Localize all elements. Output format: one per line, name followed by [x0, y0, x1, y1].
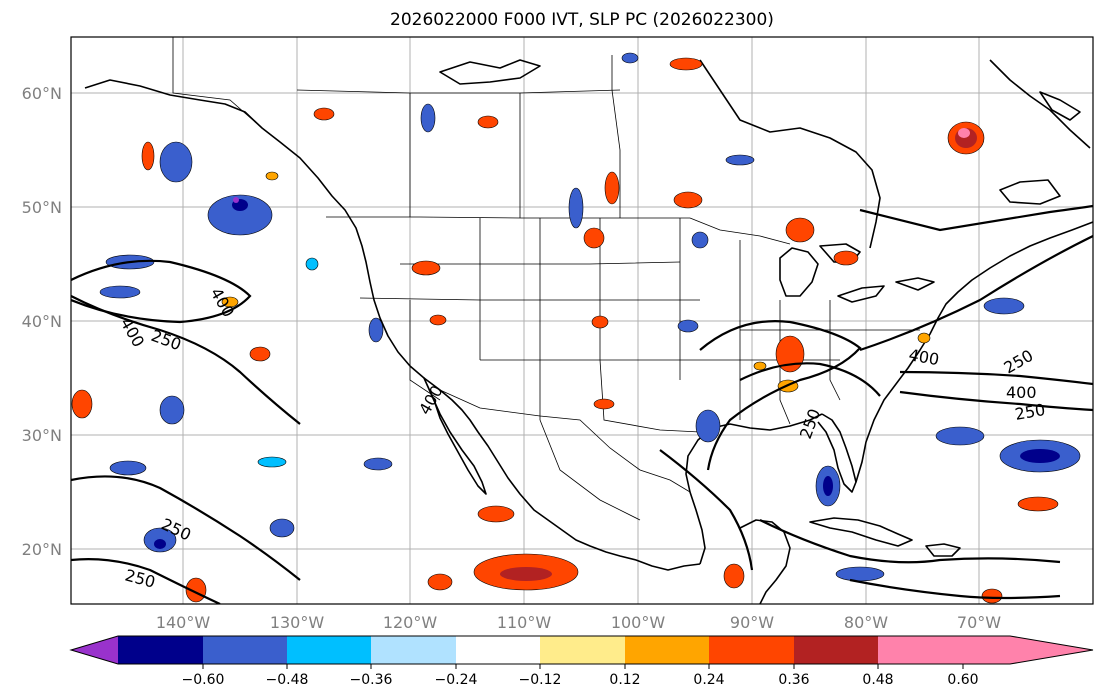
colorbar-extend-high [963, 636, 1093, 664]
colorbar-swatch [540, 636, 625, 664]
colorbar-swatch [203, 636, 287, 664]
colorbar-tick-label: −0.48 [266, 672, 309, 688]
lon-label: 140°W [156, 613, 211, 632]
colorbar-swatch [287, 636, 371, 664]
colorbar-swatch [456, 636, 540, 664]
lat-label: 40°N [22, 312, 62, 331]
lon-label: 130°W [270, 613, 325, 632]
slp-contours [71, 204, 1093, 604]
lon-label: 90°W [730, 613, 774, 632]
lon-label: 120°W [383, 613, 438, 632]
graticule [71, 37, 1093, 604]
map-panel: 400 400 250 400 250 400 250 250 250 400 … [70, 36, 1094, 605]
colorbar-swatch [709, 636, 794, 664]
ivt-anomaly-shading [71, 52, 1081, 604]
colorbar-swatch [794, 636, 878, 664]
map-frame [70, 36, 1094, 605]
contour-label: 400 [1006, 383, 1037, 402]
colorbar-outline [69, 635, 1094, 665]
colorbar-tick-label: −0.24 [435, 672, 478, 688]
colorbar-swatch [371, 636, 456, 664]
colorbar-tick-label: 0.36 [778, 672, 809, 688]
colorbar: −0.60 −0.48 −0.36 −0.24 −0.12 0.12 0.24 … [69, 635, 1094, 688]
lon-label: 70°W [957, 613, 1001, 632]
colorbar-swatch [625, 636, 709, 664]
colorbar-tick-label: 0.12 [609, 672, 640, 688]
latitude-labels: 60°N 50°N 40°N 30°N 20°N [22, 84, 62, 559]
map-title: 2026022000 F000 IVT, SLP PC (2026022300) [390, 10, 774, 30]
colorbar-swatch [118, 636, 203, 664]
lat-label: 30°N [22, 426, 62, 445]
colorbar-tick-label: −0.12 [519, 672, 562, 688]
colorbar-tick-label: 0.60 [947, 672, 978, 688]
colorbar-tick-label: 0.48 [862, 672, 893, 688]
lat-label: 50°N [22, 198, 62, 217]
colorbar-ticks [202, 664, 964, 669]
colorbar-tick-label: −0.60 [182, 672, 225, 688]
lat-label: 20°N [22, 540, 62, 559]
colorbar-swatch [878, 636, 963, 664]
lon-label: 110°W [497, 613, 552, 632]
colorbar-tick-label: −0.36 [350, 672, 393, 688]
colorbar-extend-low [71, 636, 118, 664]
lon-label: 80°W [844, 613, 888, 632]
lon-label: 100°W [611, 613, 666, 632]
colorbar-tick-label: 0.24 [693, 672, 724, 688]
lat-label: 60°N [22, 84, 62, 103]
longitude-labels: 140°W 130°W 120°W 110°W 100°W 90°W 80°W … [156, 613, 1001, 632]
